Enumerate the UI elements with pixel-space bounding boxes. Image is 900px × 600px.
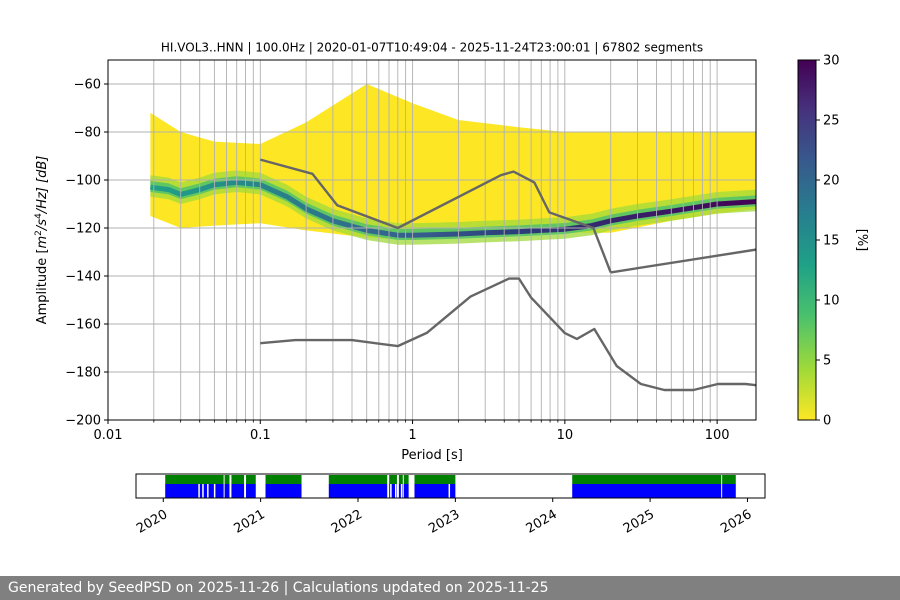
timeline-tick-label: 2020 xyxy=(134,507,170,537)
timeline-gap xyxy=(412,484,415,498)
footer-bar: Generated by SeedPSD on 2025-11-26 | Cal… xyxy=(0,576,900,600)
timeline-segment-bottom xyxy=(265,484,302,498)
y-tick-label: −180 xyxy=(65,366,101,381)
nhnm-curve xyxy=(259,158,612,273)
x-axis: 0.01 0.1 1 10 100 xyxy=(94,420,730,443)
timeline-segment-bottom xyxy=(389,484,397,498)
y-tick-label: −80 xyxy=(74,126,101,141)
footer-text: Generated by SeedPSD on 2025-11-26 | Cal… xyxy=(8,580,549,596)
chart-title: HI.VOL3..HNN | 100.0Hz | 2020-01-07T10:4… xyxy=(161,41,703,55)
timeline-segment-top xyxy=(414,475,456,484)
timeline-axis: 2020 2021 2022 2023 2024 2025 2026 xyxy=(134,498,754,537)
timeline-segment-bottom xyxy=(722,484,736,498)
colorbar-tick-label: 5 xyxy=(823,354,831,369)
timeline-gap xyxy=(390,484,392,498)
timeline-segment-bottom xyxy=(572,484,722,498)
timeline-segment-top xyxy=(398,475,403,484)
y-axis-label: Amplitude [m2/s4/Hz] [dB] xyxy=(34,156,50,325)
timeline-segment-top xyxy=(403,475,409,484)
colorbar-tick-label: 25 xyxy=(823,114,840,129)
timeline-gap xyxy=(400,484,403,498)
timeline-gap xyxy=(207,484,209,498)
timeline-segment-top xyxy=(231,475,245,484)
timeline-segment-top xyxy=(572,475,722,484)
timeline-tick-label: 2025 xyxy=(621,507,657,537)
x-tick-label: 0.1 xyxy=(250,428,271,443)
timeline-segment-top xyxy=(722,475,736,484)
colorbar xyxy=(797,59,817,421)
timeline-segment-bottom xyxy=(414,484,456,498)
y-tick-label: −120 xyxy=(65,222,101,237)
nlnm-curve xyxy=(260,277,756,392)
x-axis-label: Period [s] xyxy=(401,448,463,463)
timeline-segment-bottom xyxy=(403,484,409,498)
y-tick-label: −100 xyxy=(65,174,101,189)
colorbar-tick-label: 15 xyxy=(823,234,840,249)
timeline-segment-bottom xyxy=(224,484,230,498)
colorbar-tick-label: 30 xyxy=(823,54,840,69)
timeline-tick-label: 2024 xyxy=(524,507,560,537)
y-tick-label: −160 xyxy=(65,318,101,333)
timeline-segment-bottom xyxy=(231,484,245,498)
plot-frame xyxy=(107,59,757,421)
y-tick-label: −140 xyxy=(65,270,101,285)
timeline-tick-label: 2026 xyxy=(718,507,754,537)
timeline-gap xyxy=(202,484,204,498)
x-tick-label: 1 xyxy=(408,428,416,443)
x-tick-label: 100 xyxy=(705,428,730,443)
colorbar-tick-label: 10 xyxy=(823,294,840,309)
timeline-segment-top xyxy=(224,475,230,484)
colorbar-tick-label: 20 xyxy=(823,174,840,189)
noise-model-layer xyxy=(259,158,756,392)
timeline-bars xyxy=(165,475,736,498)
timeline-segment-bottom xyxy=(246,484,256,498)
timeline-tick-label: 2022 xyxy=(329,507,365,537)
timeline-segment-top xyxy=(265,475,302,484)
timeline-gap xyxy=(448,484,451,498)
timeline-tick-label: 2023 xyxy=(426,507,462,537)
timeline-segment-top xyxy=(246,475,256,484)
timeline-segment-top xyxy=(165,475,224,484)
x-tick-label: 0.01 xyxy=(94,428,123,443)
timeline-tick-label: 2021 xyxy=(231,507,267,537)
timeline-gap xyxy=(395,484,397,498)
y-axis: −200 −180 −160 −140 −120 −100 −80 −60 xyxy=(65,78,108,429)
timeline-segment-top xyxy=(389,475,397,484)
timeline-segment-bottom xyxy=(165,484,224,498)
nhnm-tail-curve xyxy=(610,248,756,274)
colorbar-ticks: 0 5 10 15 20 25 30 xyxy=(816,54,840,429)
y-tick-label: −60 xyxy=(74,78,101,93)
timeline-gap xyxy=(198,484,200,498)
timeline-gap xyxy=(213,484,216,498)
colorbar-label: [%] xyxy=(854,229,869,252)
y-tick-label: −200 xyxy=(65,414,101,429)
timeline-segment-bottom xyxy=(328,484,388,498)
x-tick-label: 10 xyxy=(557,428,574,443)
grid-layer xyxy=(108,60,756,420)
psd-figure: HI.VOL3..HNN | 100.0Hz | 2020-01-07T10:4… xyxy=(34,41,869,537)
colorbar-tick-label: 0 xyxy=(823,414,831,429)
timeline-segment-top xyxy=(328,475,388,484)
